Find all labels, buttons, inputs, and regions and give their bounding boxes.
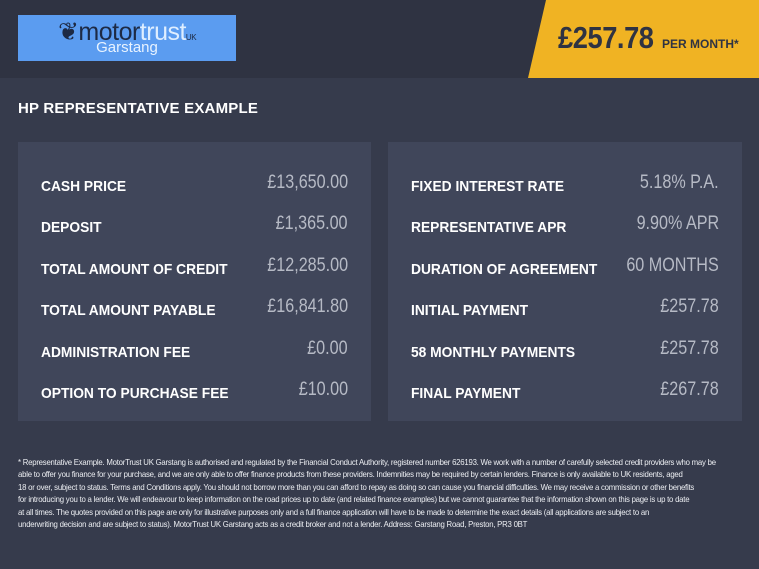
disclaimer-line: able to offer you finance for your purch… — [18, 469, 683, 480]
disclaimer-line: underwriting decision and are subject to… — [18, 519, 528, 530]
row-label: DEPOSIT — [41, 219, 102, 236]
row-value: £13,650.00 — [267, 172, 348, 193]
header: ❦motortrustUK Garstang £257.78 PER MONTH… — [0, 0, 759, 78]
finance-row: REPRESENTATIVE APR 9.90% APR — [411, 213, 719, 237]
finance-row: CASH PRICE £13,650.00 — [41, 172, 348, 196]
row-label: ADMINISTRATION FEE — [41, 344, 191, 361]
row-value: £0.00 — [307, 338, 348, 359]
row-label: 58 MONTHLY PAYMENTS — [411, 344, 576, 361]
logo-brand: ❦motortrustUK — [18, 17, 236, 47]
disclaimer-line: * Representative Example. MotorTrust UK … — [18, 457, 716, 467]
section-title: HP REPRESENTATIVE EXAMPLE — [18, 100, 259, 117]
row-label: DURATION OF AGREEMENT — [411, 261, 598, 278]
finance-row: FINAL PAYMENT £267.78 — [411, 379, 719, 403]
row-value: £12,285.00 — [267, 255, 348, 276]
disclaimer: * Representative Example. MotorTrust UK … — [18, 456, 759, 530]
finance-panel-right: FIXED INTEREST RATE 5.18% P.A. REPRESENTAT… — [388, 142, 742, 421]
row-value: 9.90% APR — [636, 213, 719, 234]
row-label: INITIAL PAYMENT — [411, 302, 529, 319]
row-value: £1,365.00 — [276, 213, 348, 234]
row-value: £257.78 — [660, 296, 719, 317]
row-label: CASH PRICE — [41, 178, 127, 195]
finance-row: DURATION OF AGREEMENT 60 MONTHS — [411, 255, 719, 279]
disclaimer-line: for introducing you to a lender. We will… — [18, 494, 690, 505]
logo-brand-light: trust — [139, 18, 187, 46]
row-value: £16,841.80 — [267, 296, 348, 317]
finance-row: TOTAL AMOUNT OF CREDIT £12,285.00 — [41, 255, 348, 279]
finance-row: ADMINISTRATION FEE £0.00 — [41, 338, 348, 362]
row-label: REPRESENTATIVE APR — [411, 219, 567, 236]
row-label: TOTAL AMOUNT PAYABLE — [41, 302, 216, 319]
leaf-icon: ❦ — [57, 18, 79, 46]
finance-row: INITIAL PAYMENT £257.78 — [411, 296, 719, 320]
logo-brand-dark: motor — [78, 18, 140, 46]
row-value: 5.18% P.A. — [640, 172, 719, 193]
finance-row: OPTION TO PURCHASE FEE £10.00 — [41, 379, 348, 403]
finance-panel-left: CASH PRICE £13,650.00 DEPOSIT £1,365.00 TOTA… — [18, 142, 371, 421]
logo-location: Garstang — [96, 39, 158, 56]
finance-row: TOTAL AMOUNT PAYABLE £16,841.80 — [41, 296, 348, 320]
row-label: TOTAL AMOUNT OF CREDIT — [41, 261, 228, 278]
disclaimer-line: at all times. The quotes provided on thi… — [18, 506, 650, 517]
price-unit: PER MONTH* — [662, 37, 739, 51]
monthly-price: £257.78 — [558, 20, 654, 55]
finance-row: FIXED INTEREST RATE 5.18% P.A. — [411, 172, 719, 196]
disclaimer-line: 18 or over, subject to status. Terms and… — [18, 481, 695, 492]
row-value: £10.00 — [298, 379, 348, 400]
monthly-price-banner: £257.78 PER MONTH* — [528, 0, 759, 78]
finance-row: DEPOSIT £1,365.00 — [41, 213, 348, 237]
row-label: OPTION TO PURCHASE FEE — [41, 385, 229, 402]
row-value: £267.78 — [660, 379, 719, 400]
row-label: FIXED INTEREST RATE — [411, 178, 565, 195]
row-value: 60 MONTHS — [626, 255, 719, 276]
logo-suffix: UK — [185, 33, 197, 42]
dealer-logo[interactable]: ❦motortrustUK Garstang — [18, 15, 236, 61]
finance-row: 58 MONTHLY PAYMENTS £257.78 — [411, 338, 719, 362]
row-label: FINAL PAYMENT — [411, 385, 521, 402]
row-value: £257.78 — [660, 338, 719, 359]
